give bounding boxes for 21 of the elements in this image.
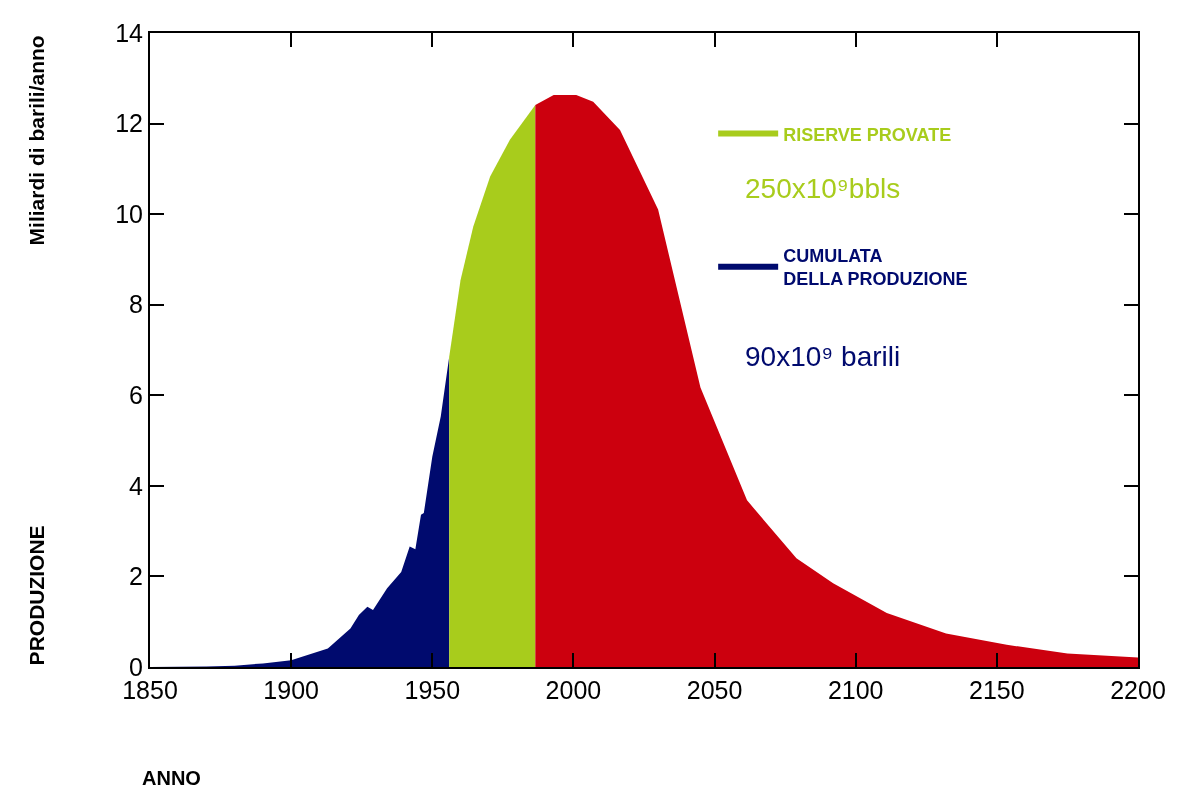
x-tick-label: 2150 — [969, 676, 1025, 704]
annotation: 250x10⁹bbls — [745, 173, 901, 204]
x-axis-title: ANNO — [142, 767, 201, 787]
x-tick-label: 1900 — [263, 676, 319, 704]
x-tick-label: 2050 — [686, 676, 743, 704]
x-tick-label: 2200 — [1110, 676, 1166, 704]
annotation: 90x10⁹ barili — [745, 341, 901, 372]
x-tick-label: 2100 — [827, 676, 884, 704]
y-tick-label: 14 — [115, 18, 144, 47]
legend-label: CUMULATA DELLA PRODUZIONE — [783, 246, 968, 290]
y-tick-label: 10 — [115, 199, 143, 228]
text: Miliardi di barili/anno — [25, 35, 49, 246]
x-tick-label: 1950 — [404, 676, 461, 704]
y-axis-title: PRODUZIONE — [25, 525, 49, 666]
y-tick-label: 6 — [129, 381, 143, 410]
y-tick-label: 4 — [129, 471, 144, 500]
x-tick-label: 2000 — [545, 676, 602, 704]
y-tick-label: 12 — [115, 109, 143, 138]
legend-label: RISERVE PROVATE — [783, 124, 952, 145]
y-tick-label: 8 — [129, 290, 143, 319]
y-tick-label: 2 — [129, 562, 143, 591]
